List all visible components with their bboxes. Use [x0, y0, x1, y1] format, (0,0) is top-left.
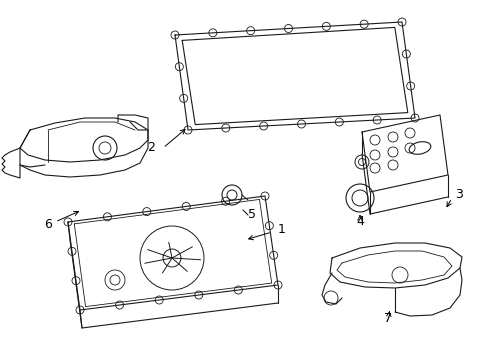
- Text: 4: 4: [355, 216, 363, 229]
- Text: 2: 2: [147, 141, 155, 154]
- Text: 1: 1: [278, 224, 285, 237]
- Text: 5: 5: [247, 208, 256, 221]
- Text: 6: 6: [44, 219, 52, 231]
- Text: 3: 3: [454, 189, 462, 202]
- Text: 7: 7: [383, 311, 391, 324]
